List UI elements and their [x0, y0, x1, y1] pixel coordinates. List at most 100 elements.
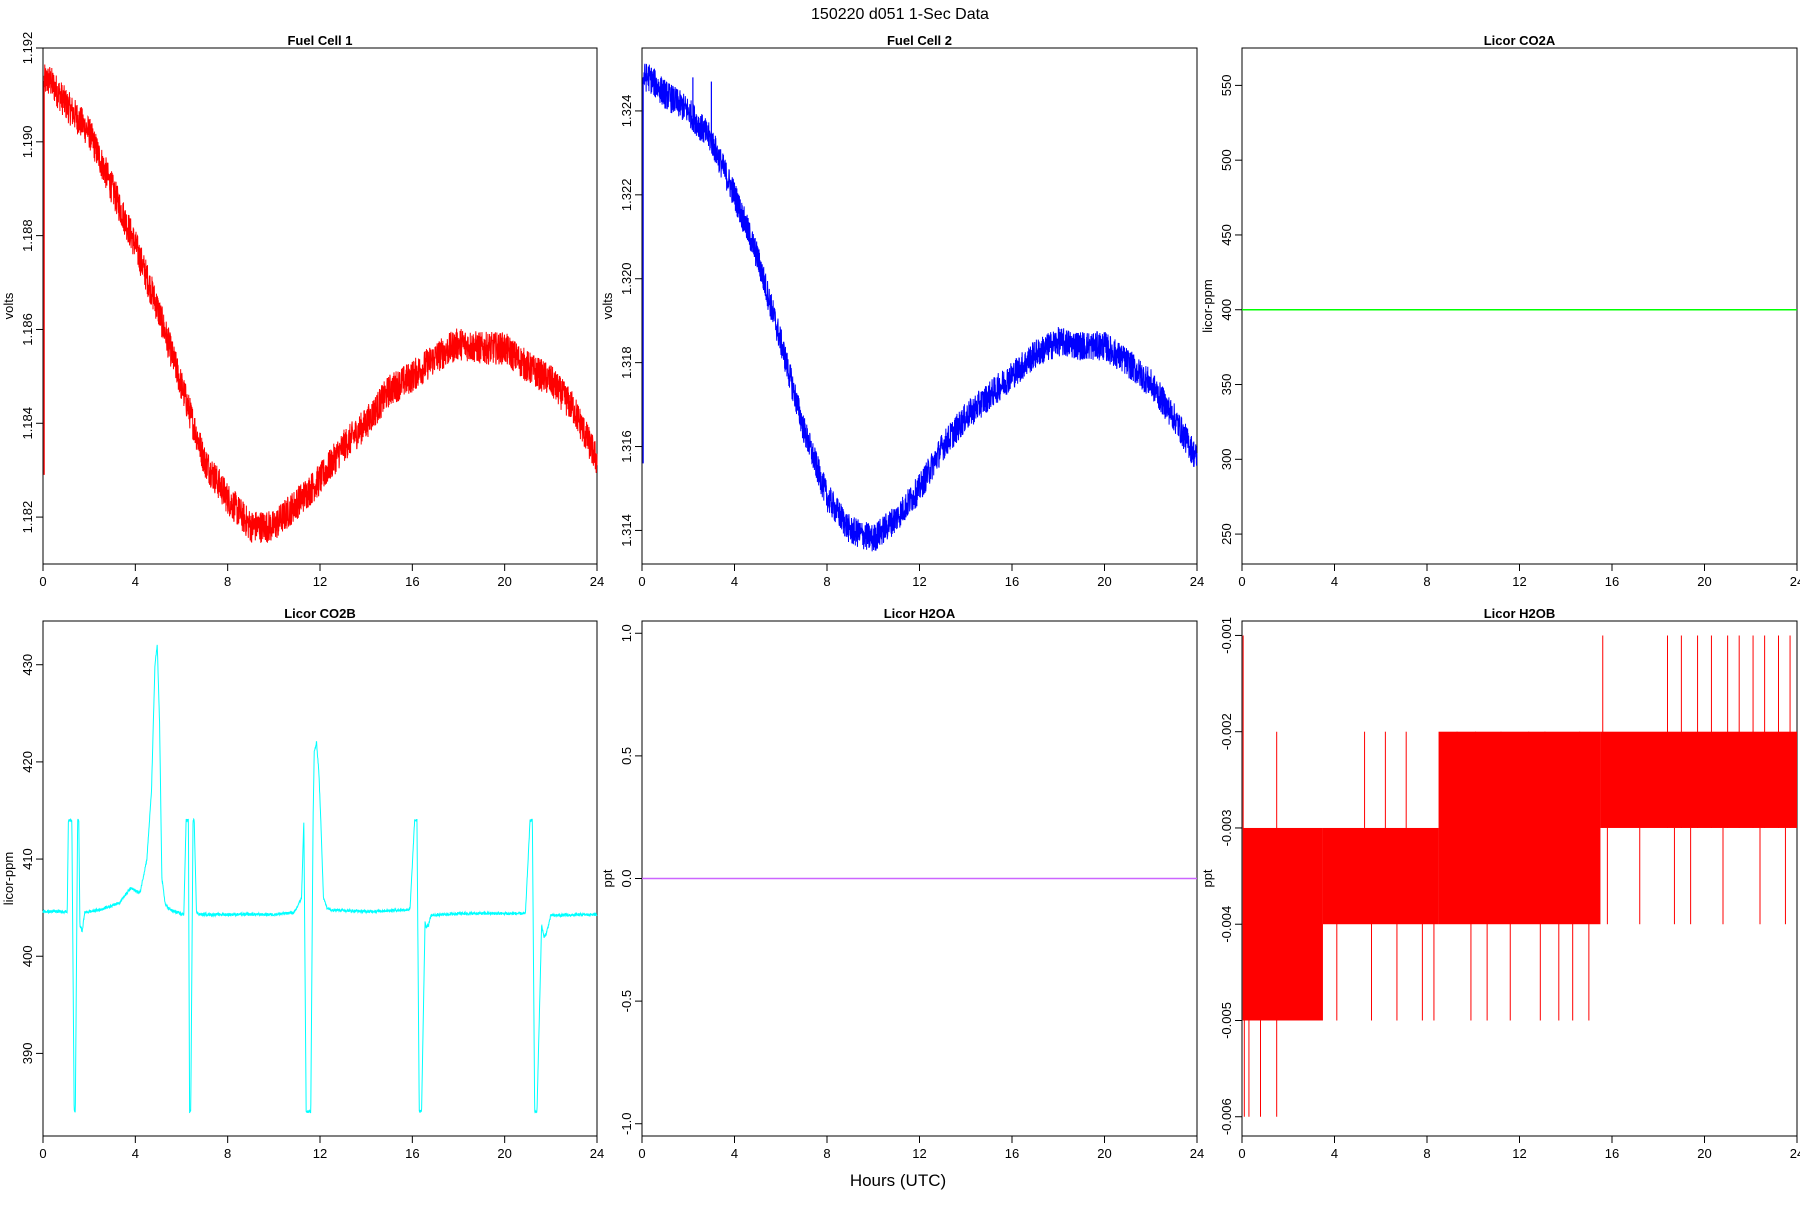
licor-h2oa-x-tick-label: 0 — [638, 1146, 645, 1161]
licor-h2ob-x-tick-label: 12 — [1512, 1146, 1526, 1161]
licor-co2b-y-tick-label: 390 — [20, 1043, 35, 1065]
fuel-cell-2-x-tick-label: 4 — [731, 574, 738, 589]
licor-h2ob-dense-band — [1600, 731, 1797, 828]
fuel-cell-2-x-tick-label: 8 — [823, 574, 830, 589]
licor-h2oa-x-tick-label: 16 — [1005, 1146, 1019, 1161]
fuel-cell-2-y-tick-label: 1.320 — [619, 262, 634, 295]
licor-h2ob-title: Licor H2OB — [1484, 606, 1556, 621]
fuel-cell-2-y-tick-label: 1.316 — [619, 430, 634, 463]
licor-co2a-x-tick-label: 24 — [1790, 574, 1800, 589]
licor-co2b-y-axis-label: licor-ppm — [1, 852, 16, 905]
licor-co2a-x-tick-label: 16 — [1605, 574, 1619, 589]
licor-co2a-y-tick-label: 250 — [1219, 523, 1234, 545]
licor-h2oa-x-tick-label: 8 — [823, 1146, 830, 1161]
fuel-cell-1-y-tick-label: 1.192 — [20, 32, 35, 65]
fuel-cell-2-x-tick-label: 0 — [638, 574, 645, 589]
licor-h2ob-x-tick-label: 0 — [1238, 1146, 1245, 1161]
licor-h2ob-x-tick-label: 16 — [1605, 1146, 1619, 1161]
fuel-cell-1-y-tick-label: 1.188 — [20, 219, 35, 252]
licor-co2b-y-tick-label: 420 — [20, 751, 35, 773]
licor-co2b-y-tick-label: 410 — [20, 848, 35, 870]
licor-h2ob-x-tick-label: 24 — [1790, 1146, 1800, 1161]
licor-co2a-panel: Licor CO2A licor-ppm 0 4 8 12 16 20 24 250 300 350 4… — [1200, 33, 1800, 589]
panels: Fuel Cell 1 volts 0 4 8 12 16 20 24 1.182 1.184 1.1… — [1, 32, 1800, 1161]
licor-co2b-plot-frame — [42, 620, 598, 1137]
fuel-cell-2-y-tick-label: 1.324 — [619, 95, 634, 128]
licor-co2b-y-tick-label: 400 — [20, 945, 35, 967]
licor-h2ob-y-tick-label: -0.002 — [1219, 713, 1234, 750]
licor-co2b-x-tick-label: 24 — [590, 1146, 604, 1161]
licor-h2oa-x-tick-label: 20 — [1097, 1146, 1111, 1161]
fuel-cell-1-title: Fuel Cell 1 — [287, 33, 352, 48]
fuel-cell-1-y-tick-label: 1.190 — [20, 126, 35, 159]
licor-co2b-title: Licor CO2B — [284, 606, 356, 621]
licor-h2oa-y-tick-label: 1.0 — [619, 624, 634, 642]
fuel-cell-1-panel: Fuel Cell 1 volts 0 4 8 12 16 20 24 1.182 1.184 1.1… — [1, 32, 604, 589]
licor-co2a-y-tick-label: 350 — [1219, 374, 1234, 396]
licor-h2ob-y-tick-label: -0.006 — [1219, 1098, 1234, 1135]
fuel-cell-2-series-line — [642, 63, 1198, 552]
licor-co2b-series-line — [42, 644, 598, 1114]
licor-co2b-y-tick-label: 430 — [20, 654, 35, 676]
fuel-cell-1-x-tick-label: 24 — [590, 574, 604, 589]
licor-co2b-x-tick-label: 12 — [313, 1146, 327, 1161]
licor-h2ob-y-tick-label: -0.003 — [1219, 810, 1234, 847]
licor-h2oa-x-tick-label: 12 — [912, 1146, 926, 1161]
licor-h2ob-y-tick-label: -0.001 — [1219, 617, 1234, 654]
licor-h2oa-y-tick-label: 0.0 — [619, 869, 634, 887]
fuel-cell-2-x-tick-label: 16 — [1005, 574, 1019, 589]
licor-co2b-x-tick-label: 8 — [224, 1146, 231, 1161]
figure-x-axis-label: Hours (UTC) — [850, 1171, 946, 1190]
licor-h2oa-y-tick-label: -1.0 — [619, 1113, 634, 1135]
licor-co2b-x-tick-label: 20 — [497, 1146, 511, 1161]
licor-co2a-x-tick-label: 4 — [1331, 574, 1338, 589]
fuel-cell-1-y-axis-label: volts — [1, 292, 16, 319]
licor-co2b-x-tick-label: 4 — [132, 1146, 139, 1161]
fuel-cell-2-y-axis-label: volts — [600, 292, 615, 319]
licor-h2oa-x-tick-label: 24 — [1190, 1146, 1204, 1161]
licor-co2a-plot-frame — [1241, 47, 1798, 565]
licor-co2b-panel: Licor CO2B licor-ppm 0 4 8 12 16 20 24 390 400 410 4… — [1, 606, 604, 1161]
fuel-cell-1-x-tick-label: 16 — [405, 574, 419, 589]
licor-co2b-x-tick-label: 0 — [39, 1146, 46, 1161]
licor-co2a-y-axis-label: licor-ppm — [1200, 279, 1215, 332]
fuel-cell-1-y-tick-label: 1.186 — [20, 313, 35, 346]
licor-h2oa-title: Licor H2OA — [884, 606, 956, 621]
fuel-cell-1-y-tick-label: 1.184 — [20, 407, 35, 440]
fuel-cell-2-y-tick-label: 1.314 — [619, 514, 634, 547]
licor-co2a-x-tick-label: 8 — [1423, 574, 1430, 589]
licor-h2ob-dense-band — [1243, 827, 1323, 1021]
licor-h2ob-panel: Licor H2OB ppt 0 4 8 12 16 20 24 -0.006 -0.005 -0.0… — [1200, 606, 1800, 1161]
licor-co2a-y-tick-label: 300 — [1219, 448, 1234, 470]
fuel-cell-1-y-tick-label: 1.182 — [20, 501, 35, 534]
licor-h2ob-x-tick-label: 8 — [1423, 1146, 1430, 1161]
licor-co2a-y-tick-label: 400 — [1219, 299, 1234, 321]
licor-h2ob-y-axis-label: ppt — [1200, 869, 1215, 887]
licor-co2a-x-tick-label: 0 — [1238, 574, 1245, 589]
licor-h2oa-y-tick-label: -0.5 — [619, 990, 634, 1012]
fuel-cell-1-x-tick-label: 12 — [313, 574, 327, 589]
licor-co2a-title: Licor CO2A — [1484, 33, 1556, 48]
fuel-cell-2-y-tick-label: 1.322 — [619, 179, 634, 212]
fuel-cell-2-title: Fuel Cell 2 — [887, 33, 952, 48]
figure-title: 150220 d051 1-Sec Data — [811, 6, 989, 23]
licor-co2a-y-tick-label: 450 — [1219, 224, 1234, 246]
licor-h2oa-x-tick-label: 4 — [731, 1146, 738, 1161]
fuel-cell-1-x-tick-label: 8 — [224, 574, 231, 589]
licor-co2a-x-tick-label: 20 — [1697, 574, 1711, 589]
licor-h2ob-y-tick-label: -0.004 — [1219, 906, 1234, 943]
licor-h2oa-y-axis-label: ppt — [600, 869, 615, 887]
fuel-cell-1-x-tick-label: 20 — [497, 574, 511, 589]
licor-co2b-x-tick-label: 16 — [405, 1146, 419, 1161]
licor-h2ob-dense-band — [1438, 731, 1601, 925]
licor-co2a-x-tick-label: 12 — [1512, 574, 1526, 589]
licor-h2ob-dense-band — [1322, 827, 1439, 925]
licor-h2ob-x-tick-label: 4 — [1331, 1146, 1338, 1161]
licor-h2oa-panel: Licor H2OA ppt 0 4 8 12 16 20 24 -1.0 -0.5 0.0 0.5 1.… — [600, 606, 1204, 1161]
fuel-cell-1-x-tick-label: 0 — [39, 574, 46, 589]
fuel-cell-2-x-tick-label: 20 — [1097, 574, 1111, 589]
fuel-cell-2-x-tick-label: 12 — [912, 574, 926, 589]
licor-h2oa-y-tick-label: 0.5 — [619, 747, 634, 765]
